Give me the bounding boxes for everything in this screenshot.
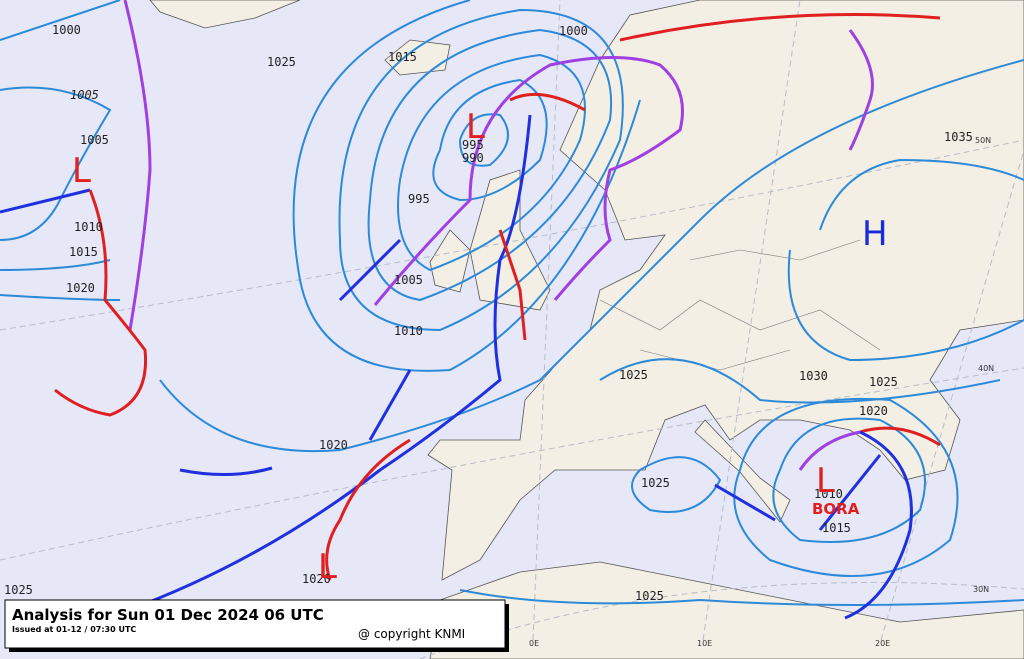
low-center: L — [466, 107, 485, 147]
caption-title: Analysis for Sun 01 Dec 2024 06 UTC — [12, 606, 324, 624]
isobar-label: 990 — [462, 151, 484, 165]
lat-label: 40N — [978, 364, 994, 373]
caption: Analysis for Sun 01 Dec 2024 06 UTC Issu… — [4, 599, 509, 652]
isobar-label: 1025 — [267, 55, 296, 69]
isobar-label: 1020 — [66, 281, 95, 295]
isobar-label: 1025 — [4, 583, 33, 597]
isobar-label: 1010 — [74, 220, 103, 234]
lon-label: 0E — [529, 639, 539, 648]
graticule-labels: 50N 40N 30N 0E 10E 20E — [529, 136, 994, 648]
isobar-label: 1020 — [319, 438, 348, 452]
isobar-labels: 1000 1025 1005 1005 1010 1015 1020 1015 … — [4, 23, 973, 603]
isobar-label: 1025 — [869, 375, 898, 389]
isobars — [0, 0, 1024, 606]
high-center: H — [862, 214, 888, 254]
isobar-label: 1025 — [635, 589, 664, 603]
lon-label: 10E — [697, 639, 712, 648]
isobar-label: 1015 — [822, 521, 851, 535]
isobar-label: 1025 — [619, 368, 648, 382]
isobar-label: 1010 — [394, 324, 423, 338]
copyright: @ copyright KNMI — [358, 627, 465, 641]
isobar-label: 995 — [408, 192, 430, 206]
low-center: L — [72, 151, 91, 191]
isobar-label: 1020 — [302, 572, 331, 586]
isobar-label: 995 — [462, 138, 484, 152]
isobar-label: 1025 — [641, 476, 670, 490]
low-center: L — [318, 547, 337, 587]
lon-label: 20E — [875, 639, 890, 648]
isobar-label: 1010 — [814, 487, 843, 501]
isobar-label: 1005 — [80, 133, 109, 147]
lat-label: 50N — [975, 136, 991, 145]
fronts — [0, 0, 941, 622]
wind-label: BORA — [812, 500, 860, 518]
isobar-label: 1035 — [944, 130, 973, 144]
isobar-label: 1020 — [859, 404, 888, 418]
lat-label: 30N — [973, 585, 989, 594]
low-center: L — [816, 461, 835, 501]
pressure-centers: L L L L H BORA — [72, 107, 888, 587]
caption-issued: Issued at 01-12 / 07:30 UTC — [12, 625, 136, 634]
isobar-label: 1030 — [799, 369, 828, 383]
isobar-label: 1015 — [69, 245, 98, 259]
isobar-label: 1000 — [559, 24, 588, 38]
isobar-label: 1015 — [388, 50, 417, 64]
isobar-label: 1005 — [70, 88, 99, 102]
isobar-label: 1000 — [52, 23, 81, 37]
isobar-label: 1005 — [394, 273, 423, 287]
